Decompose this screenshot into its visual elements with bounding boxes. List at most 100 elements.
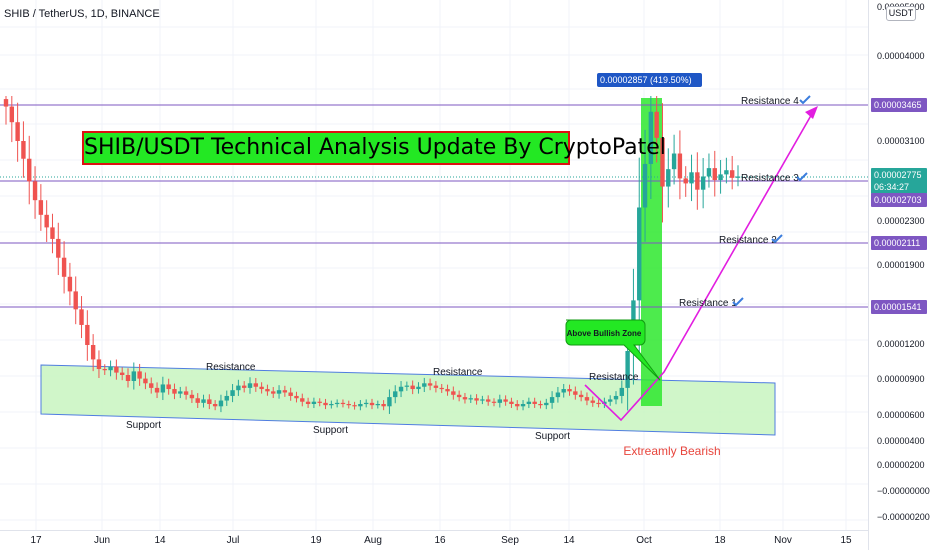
candle-body — [613, 395, 619, 400]
candle-body — [311, 401, 317, 404]
time-tick-label: Aug — [364, 535, 382, 546]
projection-arrowhead — [805, 106, 818, 119]
candle-body — [166, 384, 171, 390]
time-tick-label: 16 — [434, 535, 446, 546]
candle-body — [538, 404, 543, 406]
time-tick-label: Jun — [93, 535, 111, 546]
time-axis[interactable] — [0, 530, 868, 551]
channel-support-label: Support — [126, 420, 161, 431]
candle-body — [50, 227, 55, 239]
candle-body — [207, 399, 212, 404]
candle-body — [265, 389, 270, 392]
price-tick-label: 0.00000600 — [877, 410, 925, 420]
candle-body — [439, 387, 444, 390]
candle-body — [584, 397, 590, 401]
candle-body — [363, 402, 369, 405]
price-badge-r3: 0.00002703 — [871, 193, 927, 207]
candle-body — [114, 366, 119, 373]
price-axis[interactable] — [868, 0, 932, 550]
candle-body — [172, 389, 177, 394]
candle-body — [102, 369, 107, 371]
candle-body — [578, 394, 584, 398]
candle-body — [259, 386, 264, 390]
candle-body — [369, 402, 375, 406]
candle-body — [340, 402, 346, 405]
price-badge-countdown: 06:34:27 — [871, 180, 927, 194]
candle-body — [125, 375, 131, 381]
candle-body — [735, 176, 741, 178]
price-badge-r4: 0.00003465 — [871, 98, 927, 112]
time-tick-label: 14 — [563, 535, 575, 546]
candle-body — [44, 214, 49, 228]
support-resistance-channel — [40, 364, 776, 436]
price-tick-label: 0.00003100 — [877, 136, 925, 146]
candle-body — [381, 404, 386, 407]
check-icon — [796, 172, 808, 182]
candle-body — [154, 387, 160, 393]
candle-body — [149, 383, 154, 388]
candle-body — [404, 385, 410, 387]
price-tick-label: 0.00001900 — [877, 260, 925, 270]
candle-body — [236, 385, 241, 391]
channel-support-label: Support — [313, 425, 348, 436]
candle-body — [573, 391, 578, 395]
chart-annotations: Resistance 4 Resistance 3 Resistance 2 Resi… — [126, 95, 811, 458]
measure-label: 0.00002857 (419.50%) 2857 — [597, 73, 702, 99]
candle-body — [433, 385, 439, 388]
candle-body — [555, 392, 561, 398]
candle-body — [90, 345, 96, 360]
candle-body — [329, 404, 334, 406]
candle-body — [619, 387, 625, 396]
candle-body — [729, 170, 735, 178]
candle-body — [671, 153, 677, 170]
grid-lines — [0, 0, 868, 530]
channel-resistance-label: Resistance — [433, 367, 483, 378]
candle-body — [323, 402, 328, 406]
candle-body — [718, 174, 723, 181]
candle-body — [509, 401, 514, 404]
candle-body — [706, 168, 712, 177]
candle-body — [654, 111, 659, 138]
candle-body — [32, 181, 38, 201]
time-tick-label: 15 — [840, 535, 852, 546]
candle-body — [56, 238, 61, 258]
candle-body — [515, 404, 520, 407]
currency-button[interactable]: USDT — [886, 6, 916, 21]
candle-body — [637, 207, 642, 301]
channel-resistance-label: Resistance — [206, 362, 256, 373]
candle-body — [212, 404, 218, 407]
candle-body — [468, 398, 473, 400]
time-tick-label: Oct — [636, 535, 652, 546]
candle-body — [61, 257, 67, 277]
candle-body — [131, 371, 137, 381]
candle-body — [422, 383, 427, 387]
candle-body — [416, 386, 421, 390]
candle-body — [398, 386, 404, 392]
candle-body — [549, 397, 555, 403]
candle-body — [724, 170, 729, 175]
candle-body — [276, 390, 282, 394]
candle-body — [491, 401, 497, 403]
candle-body — [625, 351, 630, 388]
check-icon — [771, 234, 783, 244]
time-tick-label: Jul — [226, 535, 240, 546]
candle-body — [79, 309, 84, 325]
candle-body — [387, 397, 392, 407]
candle-body — [375, 404, 381, 406]
bullish-zone-label: Above Bullish Zone — [567, 329, 642, 338]
candle-body — [247, 383, 253, 388]
price-tick-label: 0.00000900 — [877, 374, 925, 384]
symbol-header: SHIB / TetherUS, 1D, BINANCE — [4, 8, 160, 20]
candle-body — [526, 401, 532, 404]
candle-body — [503, 399, 508, 402]
candle-body — [497, 399, 503, 403]
candle-body — [532, 401, 537, 404]
candle-body — [96, 359, 102, 369]
time-tick-label: 19 — [310, 535, 322, 546]
price-tick-label: −0.00000200 — [877, 512, 930, 522]
candle-body — [189, 394, 195, 399]
candle-body — [700, 176, 706, 190]
candle-body — [451, 391, 456, 395]
candle-body — [689, 172, 694, 184]
